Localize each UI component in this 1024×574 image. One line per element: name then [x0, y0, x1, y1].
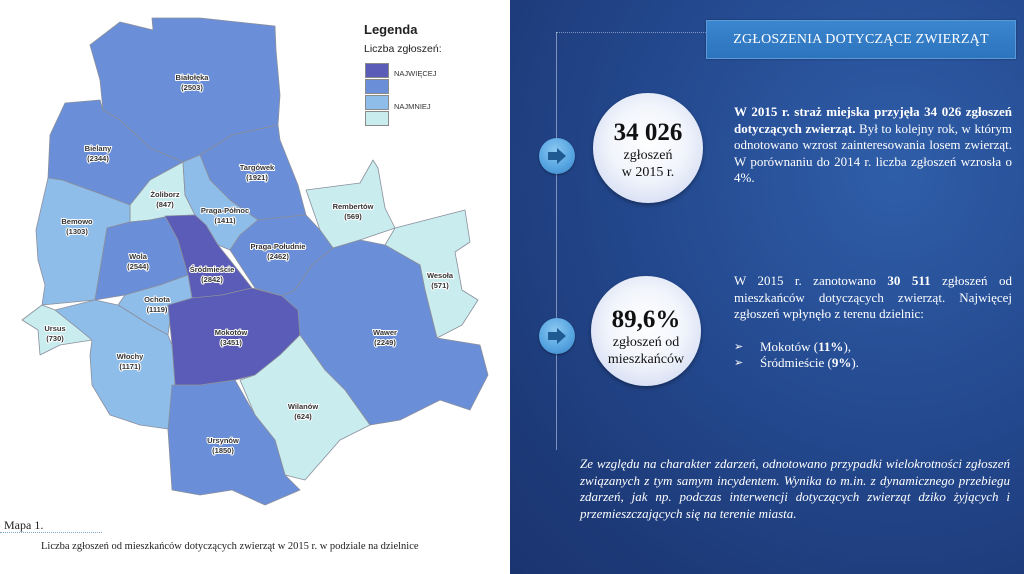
label-wesola-name: Wesoła — [427, 271, 454, 280]
bullet-district-pct: 9% — [831, 355, 852, 370]
panel-header-title: ZGŁOSZENIA DOTYCZĄCE ZWIERZĄT — [733, 32, 989, 47]
top-districts-list: Mokotów (11%), Śródmieście (9%). — [734, 339, 1012, 372]
label-wilanow-name: Wilanów — [288, 402, 319, 411]
timeline-horizontal-line — [556, 32, 706, 33]
label-ochota-name: Ochota — [144, 295, 171, 304]
label-wola-value: (2544) — [127, 262, 149, 271]
stat-total-description: W 2015 r. straż miejska przyjęła 34 026 … — [734, 104, 1012, 187]
label-ursus-name: Ursus — [44, 324, 65, 333]
stat-total-value: 34 026 — [613, 119, 683, 146]
stat-total-bold-text: W 2015 r. straż miejska przyjęła 34 026 … — [734, 104, 1012, 136]
label-ursynow-name: Ursynów — [207, 436, 239, 445]
list-item: Śródmieście (9%). — [734, 355, 1012, 372]
legend-swatch-most — [365, 63, 389, 78]
label-wola-name: Wola — [129, 252, 148, 261]
district-ursynow — [167, 379, 301, 506]
caption-divider — [0, 532, 102, 533]
district-labels: Białołęka (2503) Bielany (2344) Targówek… — [43, 72, 455, 456]
label-mokotow-name: Mokotów — [215, 328, 248, 337]
info-panel — [510, 0, 1024, 574]
bullet-district-end: ), — [843, 338, 852, 354]
label-mokotow-value: (3451) — [220, 338, 242, 347]
map-panel: Białołęka (2503) Bielany (2344) Targówek… — [0, 0, 510, 574]
legend-swatch-least — [365, 111, 389, 126]
panel-header: ZGŁOSZENIA DOTYCZĄCE ZWIERZĄT — [706, 20, 1016, 59]
label-bielany-value: (2344) — [87, 154, 109, 163]
stat-residents-bold: 30 511 — [887, 273, 931, 288]
bullet-district-pct: 11% — [818, 338, 844, 354]
legend-most-label: NAJWIĘCEJ — [394, 69, 437, 78]
label-wawer-name: Wawer — [373, 328, 397, 337]
stat-total-label-2: w 2015 r. — [621, 165, 675, 180]
label-bemowo-name: Bemowo — [61, 217, 93, 226]
legend-title: Legenda — [364, 22, 418, 37]
list-item: Mokotów (11%), — [734, 339, 1012, 356]
label-wlochy-name: Włochy — [117, 352, 144, 361]
stat-bubble-total: 34 026 zgłoszeń w 2015 r. — [593, 93, 703, 203]
stat-residents-label-1: zgłoszeń od — [612, 335, 680, 350]
stat-residents-label-2: mieszkańców — [607, 352, 685, 367]
label-praga-polnoc-name: Praga-Północ — [201, 206, 249, 215]
stat-total-label-1: zgłoszeń — [623, 148, 673, 163]
arrow-bullet-2 — [539, 318, 575, 354]
stat-residents-text-pre: W 2015 r. zanotowano — [734, 273, 888, 288]
label-bielany-name: Bielany — [85, 144, 113, 153]
label-wawer-value: (2249) — [374, 338, 396, 347]
label-srodmiescie-name: Śródmieście — [190, 265, 235, 274]
label-rembertow-value: (569) — [344, 212, 362, 221]
arrow-right-icon — [548, 328, 566, 344]
label-praga-poludnie-value: (2462) — [267, 252, 289, 261]
label-praga-polnoc-value: (1411) — [214, 216, 236, 225]
arrow-bullet-1 — [539, 138, 575, 174]
label-ursynow-value: (1850) — [212, 446, 234, 455]
label-zoliborz-value: (847) — [156, 200, 174, 209]
stat-residents-text-post: zgłoszeń od mieszkańców dotyczących zwie… — [734, 273, 1012, 321]
map-caption-text: Liczba zgłoszeń od mieszkańców dotyczący… — [41, 541, 419, 552]
timeline-vertical-line — [556, 32, 557, 450]
footnote-text: Ze względu na charakter zdarzeń, odnotow… — [580, 456, 1010, 521]
bullet-district-name: Mokotów ( — [760, 338, 819, 354]
label-bialoleka-name: Białołęka — [176, 73, 210, 82]
arrow-right-icon — [548, 148, 566, 164]
label-bemowo-value: (1303) — [66, 227, 88, 236]
label-rembertow-name: Rembertów — [333, 202, 374, 211]
legend-subtitle: Liczba zgłoszeń: — [364, 43, 442, 55]
warsaw-district-map: Białołęka (2503) Bielany (2344) Targówek… — [21, 17, 489, 506]
label-bialoleka-value: (2503) — [181, 83, 203, 92]
label-praga-poludnie-name: Praga-Południe — [250, 242, 305, 251]
stat-residents-description: W 2015 r. zanotowano 30 511 zgłoszeń od … — [734, 273, 1012, 372]
label-wesola-value: (571) — [431, 281, 449, 290]
legend-least-label: NAJMNIEJ — [394, 102, 431, 111]
stat-bubble-residents: 89,6% zgłoszeń od mieszkańców — [591, 276, 701, 386]
label-ochota-value: (1119) — [147, 305, 168, 314]
legend-swatch-low — [365, 95, 389, 110]
legend-swatch-high — [365, 79, 389, 94]
label-zoliborz-name: Żoliborz — [150, 190, 179, 199]
label-ursus-value: (730) — [46, 334, 64, 343]
label-wilanow-value: (624) — [294, 412, 312, 421]
bullet-district-end: ). — [851, 355, 859, 370]
map-caption-number: Mapa 1. — [4, 518, 44, 532]
label-wlochy-value: (1171) — [119, 362, 141, 371]
stat-residents-value: 89,6% — [611, 306, 681, 333]
stat-total-rest-text: Był to kolejny rok, w którym odnotowano … — [734, 120, 1012, 186]
bullet-district-name: Śródmieście ( — [760, 355, 832, 370]
label-targowek-value: (1921) — [246, 173, 268, 182]
label-targowek-name: Targówek — [240, 163, 275, 172]
map-legend: Legenda Liczba zgłoszeń: NAJWIĘCEJ NAJMN… — [364, 22, 484, 133]
label-srodmiescie-value: (2842) — [201, 275, 223, 284]
